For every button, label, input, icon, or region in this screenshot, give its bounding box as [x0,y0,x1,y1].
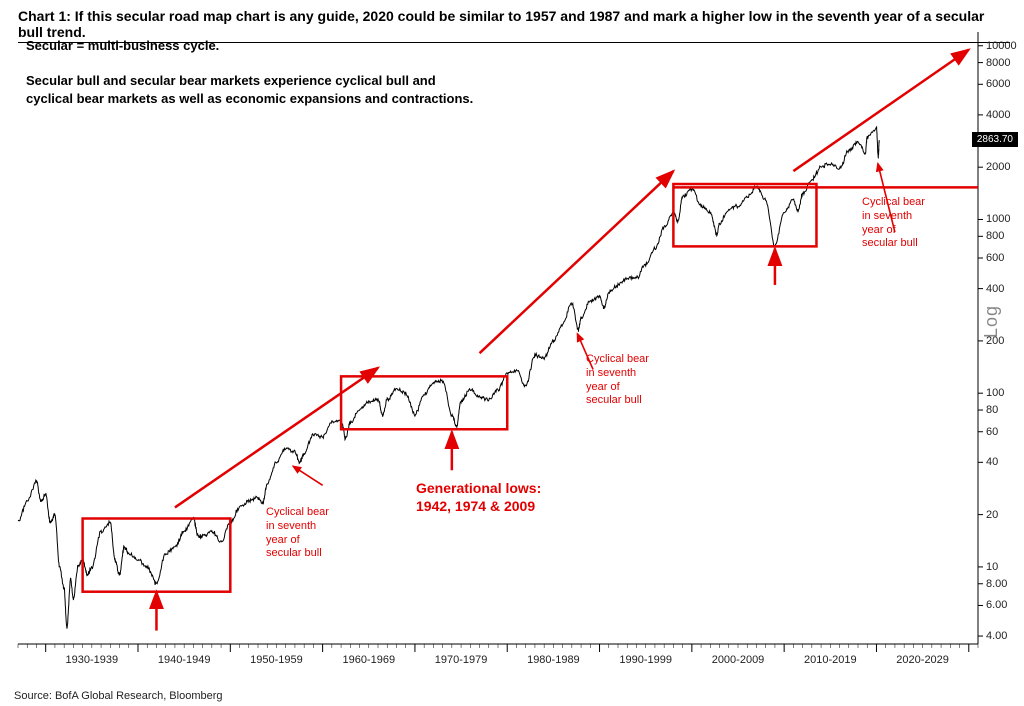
y-tick-label: 10000 [986,40,1017,52]
y-tick-label: 8.00 [986,578,1007,590]
y-tick-label: 4000 [986,109,1010,121]
chart-annotation: Cyclical bear in seventh year of secular… [586,353,649,408]
y-tick-label: 100 [986,387,1004,399]
x-tick-label: 2000-2009 [712,654,765,666]
x-tick-label: 1970-1979 [435,654,488,666]
x-tick-label: 2010-2019 [804,654,857,666]
y-tick-label: 400 [986,283,1004,295]
y-tick-label: 10 [986,561,998,573]
y-tick-label: 60 [986,426,998,438]
y-tick-label: 600 [986,252,1004,264]
chart-annotation: Cyclical bear in seventh year of secular… [862,196,925,251]
x-axis-labels: 1930-1939 1940-1949 1950-1959 1960-1969 1970… [0,654,1024,672]
y-tick-label: 8000 [986,57,1010,69]
y-tick-label: 40 [986,456,998,468]
x-tick-label: 1990-1999 [619,654,672,666]
x-tick-label: 1960-1969 [342,654,395,666]
y-tick-label: 2000 [986,161,1010,173]
y-tick-label: 200 [986,335,1004,347]
x-tick-label: 1930-1939 [66,654,119,666]
y-tick-label: 20 [986,509,998,521]
y-tick-label: 6.00 [986,599,1007,611]
secular-roadmap-chart [0,0,1024,706]
y-tick-label: 6000 [986,78,1010,90]
x-tick-label: 1980-1989 [527,654,580,666]
x-tick-label: 1950-1959 [250,654,303,666]
x-tick-label: 2020-2029 [896,654,949,666]
y-tick-label: 1000 [986,213,1010,225]
y-tick-label: 4.00 [986,630,1007,642]
x-tick-label: 1940-1949 [158,654,211,666]
y-axis-scale-label: Log [981,305,1002,338]
y-tick-label: 800 [986,230,1004,242]
chart-annotation: Generational lows: 1942, 1974 & 2009 [416,480,541,515]
chart-annotation: Cyclical bear in seventh year of secular… [266,506,329,561]
current-value-flag: 2863.70 [972,132,1018,147]
y-tick-label: 80 [986,404,998,416]
chart-source: Source: BofA Global Research, Bloomberg [14,690,223,702]
